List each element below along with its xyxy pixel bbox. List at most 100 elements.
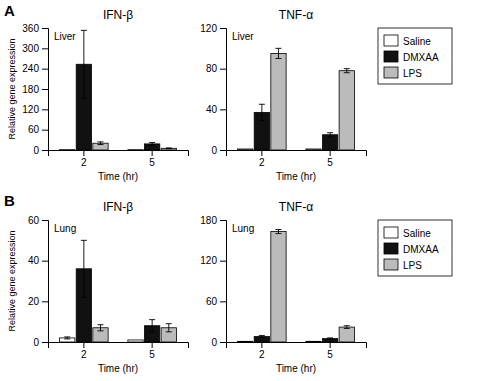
error-bar	[275, 48, 281, 58]
y-tick-label: 120	[200, 255, 217, 266]
y-tick: 300	[22, 43, 48, 54]
y-tick-label: 0	[33, 145, 39, 156]
legend-item: DMXAA	[384, 51, 439, 63]
error-bar	[344, 69, 350, 73]
title: TNF-α	[279, 200, 313, 214]
legend-frame	[378, 28, 452, 84]
title: IFN-β	[103, 8, 133, 22]
x-axis: 25	[227, 342, 367, 360]
y-tick-label: 40	[28, 255, 40, 266]
error-bar	[259, 336, 265, 338]
y-tick-mark	[42, 261, 48, 262]
error-bar	[149, 143, 155, 146]
x-tick-mark	[330, 342, 331, 348]
error-bar	[275, 229, 281, 233]
y-tick-mark	[220, 109, 226, 110]
legend-label: Saline	[403, 228, 431, 239]
y-tick-label: 60	[206, 296, 218, 307]
x-tick: 5	[327, 150, 333, 168]
bar	[238, 149, 253, 150]
panel-label: A	[4, 2, 15, 19]
legend-label: LPS	[403, 260, 422, 271]
y-tick-mark	[220, 220, 226, 221]
bar	[339, 71, 354, 150]
error-bar-line	[81, 30, 87, 98]
error-bar-line	[64, 337, 70, 339]
bar	[271, 53, 286, 150]
error-bar-line	[149, 143, 155, 146]
error-bar-line	[275, 229, 281, 233]
y-tick-label: 0	[211, 337, 217, 348]
error-bar-line	[81, 240, 87, 297]
error-bar-line	[166, 324, 172, 332]
error-bar	[166, 324, 172, 332]
y-tick-mark	[42, 69, 48, 70]
y-axis-title: Relative gene expression	[7, 230, 17, 331]
y-tick: 40	[28, 255, 48, 266]
y-tick: 20	[28, 296, 48, 307]
x-axis-line	[227, 151, 367, 157]
annotation: Liver	[54, 31, 76, 42]
x-axis-title: Time (hr)	[276, 363, 316, 374]
y-tick-mark	[220, 301, 226, 302]
bar	[306, 149, 321, 150]
y-tick-label: 120	[22, 104, 39, 115]
y-tick-label: 40	[206, 104, 218, 115]
legend-swatch	[384, 227, 398, 238]
y-tick-label: 120	[200, 23, 217, 34]
legend-item: Saline	[384, 35, 431, 47]
plot-area	[60, 30, 177, 150]
y-axis-line	[42, 221, 49, 343]
error-bar-line	[327, 338, 333, 339]
y-tick: 120	[22, 104, 48, 115]
x-axis-line	[227, 343, 367, 349]
y-axis-title: Relative gene expression	[7, 38, 17, 139]
legend-swatch	[384, 243, 398, 254]
legend-label: LPS	[403, 68, 422, 79]
panel: 0408012025TNF-αTime (hr)Liver	[200, 8, 366, 182]
y-tick-mark	[42, 48, 48, 49]
legend-frame	[378, 220, 452, 276]
y-tick-mark	[220, 69, 226, 70]
x-tick: 2	[81, 150, 87, 168]
y-axis-line	[220, 29, 227, 151]
y-tick: 180	[22, 84, 48, 95]
y-tick: 0	[33, 145, 48, 156]
x-tick-label: 5	[327, 157, 333, 168]
error-bar	[327, 133, 333, 137]
error-bar	[81, 240, 87, 297]
error-bar-line	[97, 142, 103, 145]
x-tick-label: 5	[327, 349, 333, 360]
bar	[271, 232, 286, 342]
y-axis-line	[42, 29, 49, 151]
legend-swatch	[384, 67, 398, 78]
error-bar-line	[327, 133, 333, 137]
title: TNF-α	[279, 8, 313, 22]
y-tick: 120	[200, 255, 226, 266]
y-tick-mark	[42, 150, 48, 151]
x-tick-mark	[152, 150, 153, 156]
error-bar	[149, 320, 155, 332]
y-tick-label: 180	[200, 215, 217, 226]
y-tick-mark	[220, 342, 226, 343]
x-tick-label: 2	[259, 349, 265, 360]
x-tick-label: 5	[149, 157, 155, 168]
legend-label: DMXAA	[403, 244, 439, 255]
error-bar	[97, 142, 103, 145]
error-bar	[81, 30, 87, 98]
error-bar-line	[166, 147, 172, 149]
y-axis: 04080120	[200, 23, 226, 156]
x-tick: 2	[259, 342, 265, 360]
error-bar	[327, 338, 333, 339]
annotation: Lung	[54, 223, 76, 234]
legend-item: LPS	[384, 67, 422, 79]
y-axis: 060120180240300360	[22, 23, 48, 156]
x-axis: 25	[49, 150, 189, 168]
error-bar-line	[97, 325, 103, 331]
x-tick-label: 2	[81, 349, 87, 360]
y-tick: 0	[33, 337, 48, 348]
y-tick: 240	[22, 63, 48, 74]
y-tick: 0	[211, 145, 226, 156]
plot-area	[238, 48, 355, 150]
error-bar-line	[149, 320, 155, 332]
